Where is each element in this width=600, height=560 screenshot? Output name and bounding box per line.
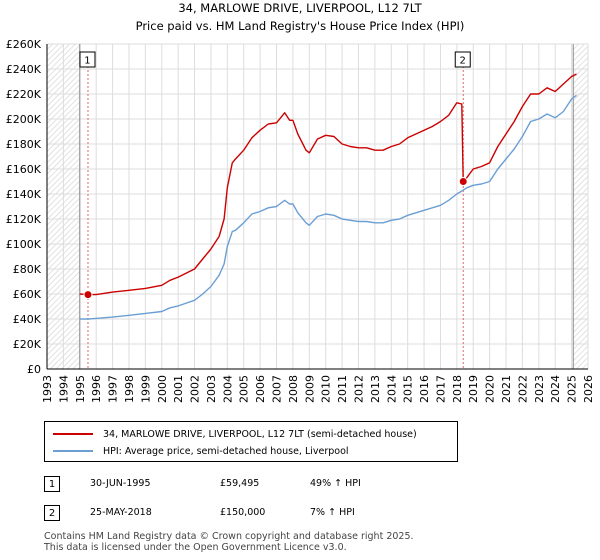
chart-title: 34, MARLOWE DRIVE, LIVERPOOL, L12 7LT xyxy=(178,1,422,15)
x-tick-label: 2026 xyxy=(582,375,595,403)
x-tick-label: 1998 xyxy=(123,375,136,403)
x-tick-label: 2000 xyxy=(156,375,169,403)
legend-label-hpi: HPI: Average price, semi-detached house,… xyxy=(103,445,349,457)
x-tick-label: 2015 xyxy=(402,375,415,403)
sale-label-box-1 xyxy=(79,51,96,68)
sale-label-1: 1 xyxy=(84,56,90,67)
y-tick-label: £160K xyxy=(6,163,42,176)
x-tick-label: 2009 xyxy=(303,375,316,403)
sale-point-1 xyxy=(83,290,93,300)
transaction-date: 25-MAY-2018 xyxy=(90,507,152,518)
y-tick-label: £220K xyxy=(6,88,42,101)
legend-item-hpi: HPI: Average price, semi-detached house,… xyxy=(53,443,349,459)
x-tick-label: 2017 xyxy=(434,375,447,403)
y-tick-label: £100K xyxy=(6,238,42,251)
y-tick-label: £120K xyxy=(6,213,42,226)
transaction-number-badge: 1 xyxy=(44,476,60,492)
y-tick-label: £60K xyxy=(13,288,42,301)
y-tick-label: £80K xyxy=(13,263,42,276)
y-tick-label: £180K xyxy=(6,138,42,151)
x-tick-label: 2016 xyxy=(418,375,431,403)
x-tick-label: 1995 xyxy=(74,375,87,403)
y-tick-label: £140K xyxy=(6,188,42,201)
x-tick-label: 2001 xyxy=(172,375,185,403)
x-tick-label: 2004 xyxy=(221,375,234,403)
x-tick-label: 2021 xyxy=(500,375,513,403)
x-tick-label: 2002 xyxy=(189,375,202,403)
transaction-price: £150,000 xyxy=(220,507,266,518)
property-price-line xyxy=(79,73,577,296)
sale-point-2 xyxy=(458,177,468,186)
transaction-number-badge: 2 xyxy=(44,505,60,521)
legend-item-property: 34, MARLOWE DRIVE, LIVERPOOL, L12 7LT (s… xyxy=(53,426,417,442)
price-chart: 34, MARLOWE DRIVE, LIVERPOOL, L12 7LT Pr… xyxy=(6,1,595,403)
y-tick-label: £0 xyxy=(27,363,41,376)
y-tick-label: £40K xyxy=(13,313,42,326)
x-tick-label: 2011 xyxy=(336,375,349,403)
transaction-date: 30-JUN-1995 xyxy=(90,478,151,489)
x-tick-label: 1997 xyxy=(107,375,120,403)
x-tick-label: 1996 xyxy=(90,375,103,403)
x-tick-label: 2018 xyxy=(451,375,464,403)
x-tick-label: 2014 xyxy=(385,375,398,403)
y-tick-label: £260K xyxy=(6,38,42,51)
x-tick-label: 2006 xyxy=(254,375,267,403)
legend-swatch-hpi xyxy=(53,450,93,452)
x-tick-label: 2019 xyxy=(467,375,480,403)
plot-area xyxy=(47,44,588,369)
y-tick-label: £20K xyxy=(13,338,42,351)
x-tick-label: 2008 xyxy=(287,375,300,403)
hpi-line xyxy=(79,94,577,320)
legend: 34, MARLOWE DRIVE, LIVERPOOL, L12 7LT (s… xyxy=(44,421,458,462)
x-tick-label: 2024 xyxy=(549,375,562,403)
x-tick-label: 1994 xyxy=(57,375,70,403)
x-tick-label: 2013 xyxy=(369,375,382,403)
x-tick-label: 1999 xyxy=(139,375,152,403)
sale-label-box-2 xyxy=(454,51,471,68)
x-tick-label: 2005 xyxy=(238,375,251,403)
x-tick-label: 2022 xyxy=(516,375,529,403)
transaction-hpi-change: 49% ↑ HPI xyxy=(310,478,361,489)
legend-label-property: 34, MARLOWE DRIVE, LIVERPOOL, L12 7LT (s… xyxy=(103,428,417,440)
legend-swatch-property xyxy=(53,433,93,435)
y-tick-label: £240K xyxy=(6,63,42,76)
attribution-line-1: Contains HM Land Registry data © Crown c… xyxy=(44,531,414,542)
x-tick-label: 2010 xyxy=(320,375,333,403)
x-tick-label: 2003 xyxy=(205,375,218,403)
x-tick-label: 2007 xyxy=(271,375,284,403)
attribution-line-2: This data is licensed under the Open Gov… xyxy=(44,542,347,553)
hatched-region xyxy=(573,44,588,369)
y-tick-label: £200K xyxy=(6,113,42,126)
attribution-footer: Contains HM Land Registry data © Crown c… xyxy=(44,531,414,553)
x-tick-label: 2012 xyxy=(352,375,365,403)
x-tick-label: 2020 xyxy=(484,375,497,403)
x-tick-label: 2025 xyxy=(566,375,579,403)
sale-label-2: 2 xyxy=(460,56,466,67)
x-tick-label: 2023 xyxy=(533,375,546,403)
x-tick-label: 1993 xyxy=(41,375,54,403)
transaction-hpi-change: 7% ↑ HPI xyxy=(310,507,355,518)
chart-subtitle: Price paid vs. HM Land Registry's House … xyxy=(136,19,465,33)
transaction-price: £59,495 xyxy=(220,478,260,489)
